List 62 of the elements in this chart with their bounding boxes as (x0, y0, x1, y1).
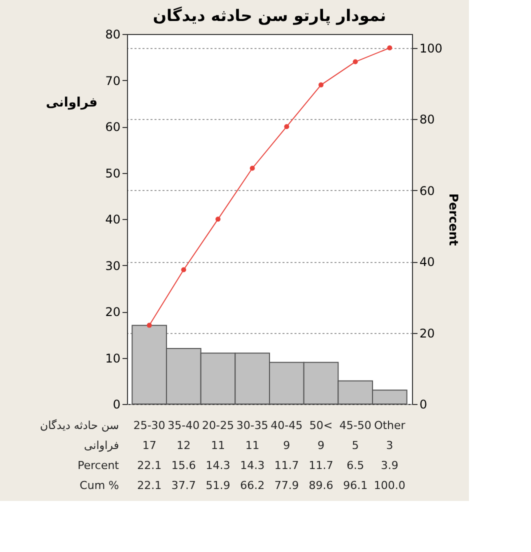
y2-axis-title: Percent (446, 193, 460, 246)
point (352, 59, 358, 64)
y2-tick-label: 20 (420, 326, 435, 340)
data-label: 100.0 (374, 479, 406, 492)
text: فراوانی (84, 439, 119, 452)
y-tick-label: 10 (105, 351, 120, 366)
data-label: 11 (210, 439, 225, 452)
text: 3.9 (380, 459, 398, 472)
point (181, 267, 186, 272)
data-label: 77.9 (274, 479, 299, 492)
y2-tick-label: 100 (420, 41, 442, 56)
x-tick-label: Other (374, 419, 406, 432)
y2-tick-label: 60 (420, 184, 435, 198)
y-tick-label: 0 (112, 398, 120, 412)
text: 11.7 (308, 459, 334, 472)
data-label: 37.7 (171, 479, 196, 492)
x-tick-label: 45-50 (339, 419, 372, 432)
y-tick-label: 50 (105, 166, 120, 180)
data-label: 17 (142, 439, 156, 452)
x-tick-label: 35-40 (168, 419, 200, 432)
y-tick-label: 20 (105, 305, 120, 319)
y-tick-label: 40 (105, 212, 120, 226)
x-axis-title: سن حادثه دیدگان (40, 419, 119, 432)
text: Cum % (80, 479, 119, 492)
y-tick-label: 60 (105, 120, 120, 134)
y-tick-label: 80 (105, 28, 120, 42)
point (284, 124, 290, 130)
y-tick-label: 70 (105, 74, 120, 88)
x-tick-label: 50< (309, 419, 333, 432)
point (250, 166, 255, 171)
y-tick-label: 30 (105, 258, 120, 273)
data-label: 5 (352, 439, 359, 452)
text: 22.1 (137, 459, 162, 472)
data-label: 9 (283, 439, 290, 452)
y2-tick-label: 40 (420, 255, 435, 270)
data-label: 66.2 (240, 479, 265, 492)
data-label: 9 (318, 439, 325, 452)
data-label: 11 (245, 439, 260, 452)
x-tick-label: 25-30 (133, 419, 166, 432)
point (318, 82, 324, 88)
point (146, 322, 152, 328)
text: 11.7 (274, 459, 299, 472)
y2-tick-label: 0 (420, 398, 428, 412)
y2-tick-label: 80 (420, 112, 435, 127)
x-tick-label: 30-35 (236, 419, 268, 432)
data-label: 96.1 (343, 479, 368, 492)
x-tick-label: 40-45 (270, 419, 303, 432)
data-label: 89.6 (308, 479, 334, 492)
text: 15.6 (171, 459, 196, 472)
data-label: 22.1 (137, 479, 162, 492)
point (215, 216, 220, 222)
chart-title: نمودار پارتو سن حادثه دیدگان (152, 6, 386, 25)
text: 14.3 (206, 459, 230, 472)
data-label: 51.9 (206, 479, 230, 492)
text: 14.3 (240, 459, 265, 472)
point (387, 45, 392, 50)
data-label: 12 (176, 439, 191, 452)
text: 6.5 (346, 459, 364, 472)
data-label: 3 (386, 439, 394, 452)
x-tick-label: 20-25 (202, 419, 234, 432)
text: Percent (78, 459, 120, 472)
y-axis-title: فراوانی (46, 96, 98, 110)
